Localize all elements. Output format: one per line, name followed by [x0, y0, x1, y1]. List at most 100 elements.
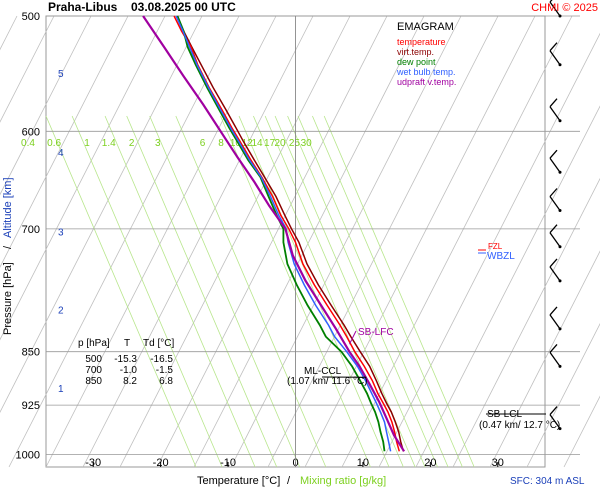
ml-ccl-label: ML-CCL — [304, 366, 342, 377]
mixing-ratio-line — [287, 115, 438, 468]
wind-barb-staff — [549, 314, 561, 330]
table-cell: 850 — [85, 376, 102, 387]
mixing-ratio-label: 25 — [289, 138, 301, 149]
legend-item-updraft: udpraft v.temp. — [397, 77, 456, 87]
wind-barb-flag — [549, 258, 558, 268]
table-cell: -15.3 — [114, 354, 137, 365]
x-axis-title-sep: / — [287, 475, 291, 487]
wind-barb — [549, 149, 562, 174]
table-cell: -1.0 — [120, 365, 138, 376]
mixing-ratio-line — [312, 115, 463, 468]
wind-barb-dot — [558, 209, 562, 212]
sb-lfc-label: SB-LFC — [358, 327, 394, 338]
wind-barb-dot — [558, 364, 562, 368]
temp-tick-label: -30 — [85, 457, 101, 469]
ml-ccl-value: (1.07 km/ 11.6 °C) — [287, 376, 368, 387]
wbzl-label: WBZL — [487, 251, 515, 262]
wind-barb-flag — [549, 406, 558, 416]
legend-item-dew-point: dew point — [397, 57, 436, 67]
table-cell: 700 — [85, 365, 102, 376]
altitude-tick-label: 3 — [58, 228, 64, 239]
wind-barb-flag — [549, 224, 558, 234]
wind-barb — [549, 0, 562, 18]
dry-adiabat-line — [0, 15, 92, 196]
mixing-ratio-line — [126, 115, 278, 468]
wind-barb — [549, 224, 562, 249]
x-axis-title-mix: Mixing ratio [g/kg] — [300, 475, 386, 487]
x-axis-title-temp: Temperature [°C] — [197, 475, 280, 487]
wind-barb — [549, 98, 562, 123]
series-line-dew-point — [176, 15, 386, 452]
dry-adiabat-line — [119, 15, 351, 468]
sb-lfc-leader — [348, 330, 357, 345]
mixing-ratio-line — [149, 115, 301, 468]
mixing-ratio-label: 10 — [230, 138, 242, 149]
temp-tick-label: -20 — [153, 457, 169, 469]
sb-lcl-value: (0.47 km/ 12.7 °C) — [479, 420, 560, 431]
pressure-tick-label: 700 — [22, 224, 40, 236]
wind-barb-flag — [549, 188, 558, 197]
mixing-ratio-line — [297, 115, 449, 468]
mixing-ratio-label: 2 — [129, 138, 135, 149]
table-cell: 6.8 — [159, 376, 173, 387]
wind-barb-staff — [549, 414, 561, 429]
pressure-tick-label: 850 — [22, 347, 40, 359]
table-header-td: Td [°C] — [143, 338, 174, 349]
mixing-ratio-line — [175, 115, 327, 468]
altitude-tick-label: 5 — [58, 69, 64, 80]
mixing-ratio-label: 0.4 — [21, 138, 35, 149]
legend-item-wet-bulb: wet bulb temp. — [396, 67, 456, 77]
mixing-ratio-line — [323, 115, 475, 468]
table-cell: -1.5 — [156, 365, 174, 376]
temp-tick-label: 20 — [424, 457, 436, 469]
wind-barb-flag — [549, 42, 558, 52]
y-axis-title: Pressure [hPa] / Altitude [km] — [2, 177, 14, 335]
wind-barb-dot — [558, 327, 562, 331]
dry-adiabat-line — [0, 15, 18, 51]
wind-barb-staff — [549, 196, 561, 211]
dry-adiabat-line — [267, 15, 499, 468]
wind-barb — [549, 42, 562, 67]
table-header-p: p [hPa] — [78, 338, 110, 349]
temp-tick-label: -10 — [220, 457, 236, 469]
wind-barb — [549, 306, 562, 331]
mixing-ratio-label: 20 — [274, 138, 286, 149]
wind-barb-flag — [549, 343, 558, 353]
wind-barb — [549, 258, 562, 283]
mixing-ratio-label: 12 — [242, 138, 254, 149]
dry-adiabat-line — [378, 32, 600, 468]
y-axis-title-alt: Altitude [km] — [2, 177, 14, 238]
dry-adiabat-line — [45, 15, 277, 468]
mixing-ratio-label: 0.6 — [47, 138, 61, 149]
dry-adiabat-line — [0, 15, 55, 123]
wind-barb-dot — [558, 427, 562, 431]
mixing-ratio-line — [238, 115, 390, 468]
pressure-tick-label: 1000 — [16, 449, 40, 461]
wind-barb — [549, 343, 562, 368]
altitude-tick-label: 2 — [58, 305, 64, 316]
pressure-tick-label: 925 — [22, 400, 40, 412]
table-header-t: T — [124, 338, 130, 349]
wind-barbs — [549, 0, 562, 431]
dry-adiabat-line — [526, 322, 600, 468]
datetime-title: 03.08.2025 00 UTC — [131, 0, 236, 14]
mixing-ratio-label: 17 — [264, 138, 276, 149]
legend-title: EMAGRAM — [397, 21, 454, 33]
copyright: CHMI © 2025 — [531, 2, 598, 14]
dry-adiabat-line — [0, 15, 166, 341]
table-cell: -16.5 — [150, 354, 173, 365]
temp-tick-label: 30 — [492, 457, 504, 469]
mixing-ratio-label: 6 — [200, 138, 206, 149]
wind-barb-dot — [558, 245, 562, 249]
wind-barb-dot — [558, 14, 562, 18]
table-cell: 500 — [85, 354, 102, 365]
annotation-layer — [321, 249, 546, 415]
dry-adiabat-line — [563, 395, 600, 468]
series-line-udpraft-v-temp- — [142, 15, 406, 452]
dry-adiabat-line — [156, 15, 388, 468]
sfc-label: SFC: 304 m ASL — [510, 476, 585, 487]
dry-adiabat-line — [415, 105, 600, 468]
mixing-ratio-label: 14 — [252, 138, 264, 149]
